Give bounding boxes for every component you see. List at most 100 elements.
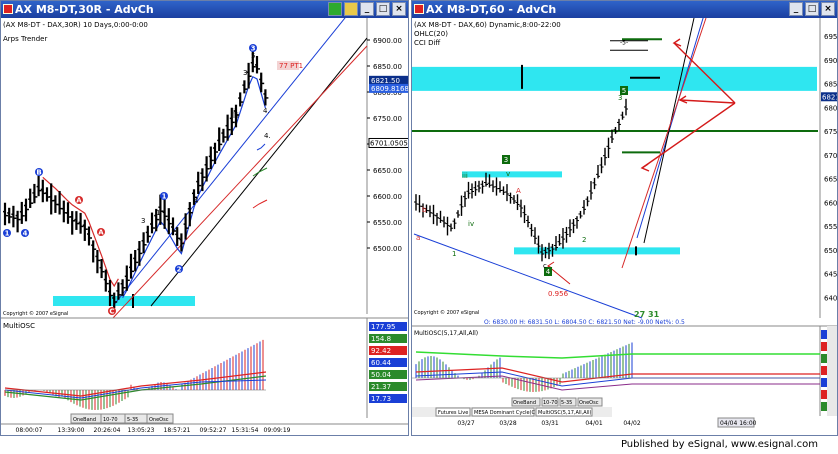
published-by-text: Published by eSignal, www.esignal.com: [620, 439, 818, 450]
left-price-label: 6800.00: [373, 89, 402, 97]
right-date-label: 04/02: [623, 420, 640, 427]
left-wave-circle: [175, 265, 183, 273]
left-time-label: 13:39:00: [58, 427, 85, 434]
left-blue-mark: [256, 143, 266, 151]
left-price-label: 6750.00: [373, 115, 402, 123]
right-bottom-tab-label: MESA Dominant Cycle(C...: [474, 410, 540, 416]
left-symbol-line: (AX M8-DT - DAX,30R) 10 Days,0:00-0:00: [3, 21, 148, 29]
right-time-box-label: 04/04 16:00: [720, 420, 757, 427]
left-wave-circle-label: C: [109, 308, 114, 316]
right-wave-small-label: iv: [468, 220, 474, 228]
right-price-label: 6400: [824, 294, 838, 302]
left-price-label: 6850.00: [373, 63, 402, 71]
left-time-label: 08:00:07: [16, 427, 43, 434]
left-osc-label-bg: [369, 346, 407, 355]
right-title-bar[interactable]: AX M8-DT,60 - AdvCh _ □ ×: [412, 1, 837, 18]
close-button[interactable]: ×: [821, 2, 835, 16]
right-wave-small-label: a: [416, 234, 420, 242]
right-channel-lower: [621, 18, 707, 269]
left-osc-name: MultiOSC: [3, 322, 35, 330]
left-chart-window[interactable]: AX M8-DT,30R - AdvCh _ □ × (AX M8-DT - D…: [0, 0, 409, 436]
left-osc-label: 21.37: [371, 383, 391, 391]
right-wave-box-label: 3: [504, 156, 508, 164]
left-wave-circle: [3, 229, 11, 237]
left-wave-circle: [35, 168, 43, 176]
minimize-button[interactable]: _: [789, 2, 803, 16]
left-wave-small-label: 1: [156, 209, 160, 217]
right-channel-mid: [643, 18, 695, 244]
left-copyright: Copyright © 2007 eSignal: [3, 310, 68, 317]
right-osc-line-purple: [415, 375, 820, 391]
right-osc-tab-label: OneBand: [513, 400, 536, 406]
left-osc-label: 60.44: [371, 359, 392, 367]
close-button[interactable]: ×: [392, 2, 406, 16]
left-chart-area[interactable]: (AX M8-DT - DAX,30R) 10 Days,0:00-0:00 Ar…: [1, 18, 409, 436]
right-osc-tab-label: 5-35: [561, 400, 572, 406]
right-price-label: 6750: [824, 128, 838, 136]
right-wave-box-label: 4: [546, 268, 551, 276]
link-green-button[interactable]: [328, 2, 342, 16]
right-date-label: 03/27: [457, 420, 474, 427]
left-osc-label: 50.04: [371, 371, 392, 379]
left-trend-tag-text: 6809.8168: [371, 85, 409, 93]
right-last-price-tag: [821, 92, 837, 102]
left-wave-circle-label: 2: [177, 266, 182, 274]
right-osc-tab: [559, 397, 577, 407]
left-price-label: 6900.00: [373, 37, 402, 45]
right-osc-line-red: [415, 367, 820, 383]
left-wave-circle: [21, 229, 29, 237]
right-time-box: [717, 417, 755, 428]
right-chart-area[interactable]: (AX M8-DT - DAX,60) Dynamic,8:00-22:00OH…: [412, 18, 838, 436]
right-wave-small-label: iii: [462, 172, 468, 180]
left-wave-circle-label: A: [98, 229, 104, 237]
right-osc-name: MultiOSC(5,17,All,All): [414, 330, 478, 337]
right-projection-arrowhead: [672, 38, 682, 47]
right-price-label: 6650: [824, 176, 838, 184]
left-osc-line-red: [4, 371, 267, 397]
right-wave-small-label: b: [422, 206, 427, 214]
right-wave-small-label: 3: [618, 94, 622, 102]
left-osc-label-bg: [369, 370, 407, 379]
left-wave-circle-label: 1: [5, 230, 10, 238]
left-wave-circle: [160, 192, 168, 200]
right-chart-window[interactable]: AX M8-DT,60 - AdvCh _ □ × (AX M8-DT - DA…: [411, 0, 838, 436]
right-cyan-band-top: [412, 66, 817, 91]
right-projection-arrowhead: [678, 95, 688, 104]
right-wave-box-label: 5: [622, 87, 626, 95]
link-yellow-button[interactable]: [344, 2, 358, 16]
right-osc-tab: [511, 397, 541, 407]
left-wave-circle-label: B: [36, 169, 41, 177]
maximize-button[interactable]: □: [805, 2, 819, 16]
right-wave-box: [544, 267, 552, 276]
right-wave-box: [502, 155, 510, 164]
left-wave-small-label: 3: [243, 69, 247, 77]
right-osc-scrollbar: [827, 326, 837, 416]
left-title-bar[interactable]: AX M8-DT,30R - AdvCh _ □ ×: [1, 1, 408, 18]
left-price-label: 6600.00: [373, 193, 402, 201]
right-price-label: 6600: [824, 199, 838, 207]
right-ohlc-readout: O: 6830.00 H: 6831.50 L: 6804.50 C: 6821…: [484, 319, 685, 326]
right-osc-tab: [577, 397, 603, 407]
maximize-button[interactable]: □: [376, 2, 390, 16]
right-wave-small-label: 1: [452, 250, 456, 258]
right-wave-small-label: v: [506, 170, 510, 178]
left-channel-lower-red: [112, 45, 368, 319]
left-mid-tag: [368, 137, 408, 148]
left-pt-text: 77 PT1: [279, 62, 303, 70]
footer: Published by eSignal, www.esignal.com: [0, 436, 838, 454]
right-projection-arrow: [679, 99, 736, 104]
left-wave-small-label: 4.: [263, 107, 270, 115]
left-mid-tag-text: 6701.05059: [370, 139, 409, 147]
right-wave-small-label: c: [543, 262, 547, 270]
right-study-1: OHLC(20): [414, 30, 448, 38]
left-wave-circle: [108, 307, 116, 315]
minimize-button[interactable]: _: [360, 2, 374, 16]
left-trender-blue-line: [122, 75, 266, 299]
right-window-title: AX M8-DT,60 - AdvCh: [426, 3, 557, 16]
right-symbol-line: (AX M8-DT - DAX,60) Dynamic,8:00-22:00: [414, 21, 561, 29]
right-date-label: 03/28: [499, 420, 516, 427]
left-pt-tag: [277, 61, 299, 70]
left-time-label: 09:09:19: [264, 427, 291, 434]
left-time-label: 13:05:23: [128, 427, 155, 434]
left-wave-small-label: ii: [231, 108, 235, 116]
